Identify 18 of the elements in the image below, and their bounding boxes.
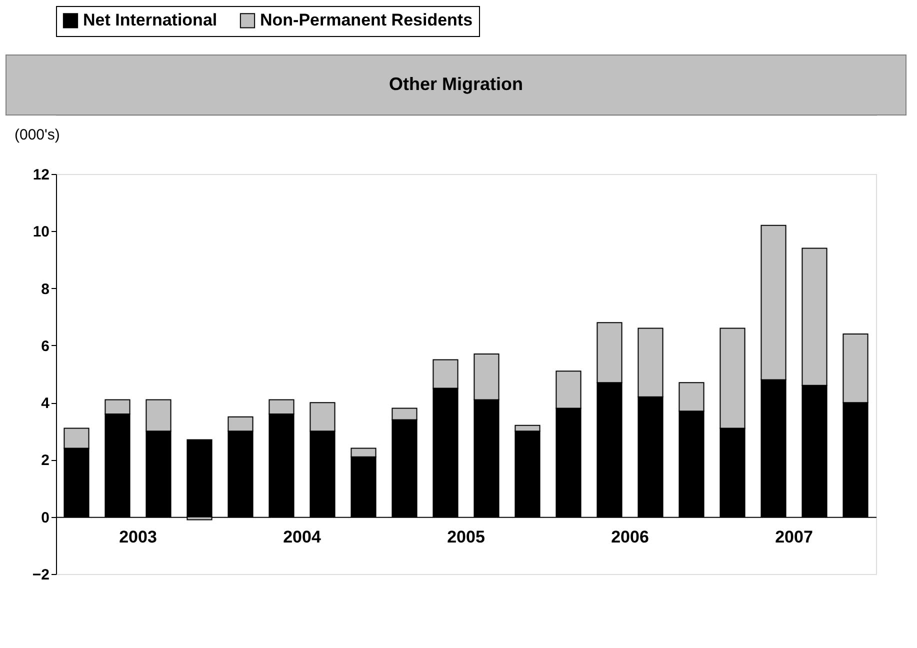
chart-title: Other Migration — [389, 74, 523, 94]
y-tick-label: 6 — [41, 338, 50, 355]
y-tick-label: 12 — [32, 166, 50, 184]
y-tick-label: 8 — [41, 280, 50, 298]
y-tick-label: −2 — [32, 566, 50, 584]
y-axis-title: (000's) — [14, 126, 60, 144]
y-tick-label: 10 — [32, 224, 50, 241]
x-tick-label: 2005 — [447, 527, 485, 546]
legend-label: Non-Permanent Residents — [260, 10, 473, 30]
bar — [186, 439, 212, 518]
x-tick-label: 2003 — [119, 527, 157, 546]
x-tick-label: 2004 — [283, 527, 322, 546]
x-tick-label: 2006 — [611, 527, 649, 546]
y-tick-label: 2 — [41, 452, 50, 470]
legend-label: Net International — [83, 10, 218, 30]
y-tick-label: 4 — [41, 395, 50, 412]
y-tick-label: 0 — [41, 509, 50, 526]
x-tick-label: 2007 — [775, 527, 813, 546]
